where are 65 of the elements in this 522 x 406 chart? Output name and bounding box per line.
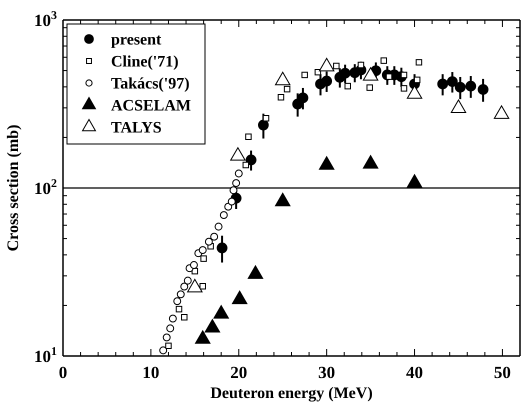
x-tick-label: 50 [494, 363, 511, 382]
point [176, 290, 185, 298]
x-tick-label: 0 [58, 363, 68, 382]
legend-label: Takács('97) [111, 76, 190, 93]
point [159, 346, 168, 354]
point [234, 170, 243, 178]
point [416, 59, 422, 66]
point [301, 72, 308, 78]
point [232, 179, 240, 188]
y-tick-label: 10$^{1}$ [34, 344, 58, 366]
point [414, 76, 420, 84]
point [168, 314, 177, 323]
point [478, 84, 488, 95]
point [446, 76, 458, 87]
point [190, 261, 198, 269]
point [454, 82, 466, 93]
point [173, 297, 182, 306]
point [165, 342, 172, 350]
point [344, 82, 351, 90]
point [216, 242, 228, 254]
point [204, 238, 213, 246]
point [321, 76, 332, 86]
point [298, 92, 308, 104]
point [246, 154, 256, 166]
point [380, 57, 388, 64]
point [228, 198, 236, 206]
legend-label: TALYS [111, 120, 162, 137]
point [214, 222, 223, 231]
point [184, 276, 192, 285]
point [230, 186, 238, 194]
point [284, 86, 290, 92]
point [258, 120, 269, 130]
point [180, 282, 188, 291]
x-tick-label: 20 [230, 363, 248, 382]
legend-label: ACSELAM [111, 98, 192, 115]
point [465, 80, 476, 92]
point [366, 84, 373, 91]
x-tick-label: 10 [142, 363, 160, 382]
point [166, 324, 174, 332]
x-axis-title: Deuteron energy (MeV) [210, 385, 373, 402]
point [333, 62, 340, 70]
point [200, 255, 207, 262]
point [242, 162, 250, 168]
point [400, 85, 408, 92]
point [162, 333, 171, 342]
point [245, 133, 252, 140]
point [278, 94, 284, 100]
point [358, 62, 364, 68]
x-tick-label: 30 [318, 363, 336, 382]
point [200, 283, 206, 290]
point [437, 78, 448, 90]
x-tick-label: 40 [406, 363, 424, 382]
point [314, 68, 322, 76]
point [262, 115, 270, 122]
point [220, 211, 228, 220]
point [181, 314, 188, 321]
legend-label: Cline('71) [111, 54, 179, 71]
y-tick-label: 10$^{3}$ [34, 8, 58, 30]
point [210, 232, 218, 241]
point [340, 68, 350, 79]
legend-label: present [111, 32, 162, 49]
point [198, 246, 207, 254]
point [176, 306, 182, 312]
y-tick-label: 10$^{2}$ [34, 176, 58, 198]
y-axis-title: Cross section (mb) [5, 124, 22, 252]
